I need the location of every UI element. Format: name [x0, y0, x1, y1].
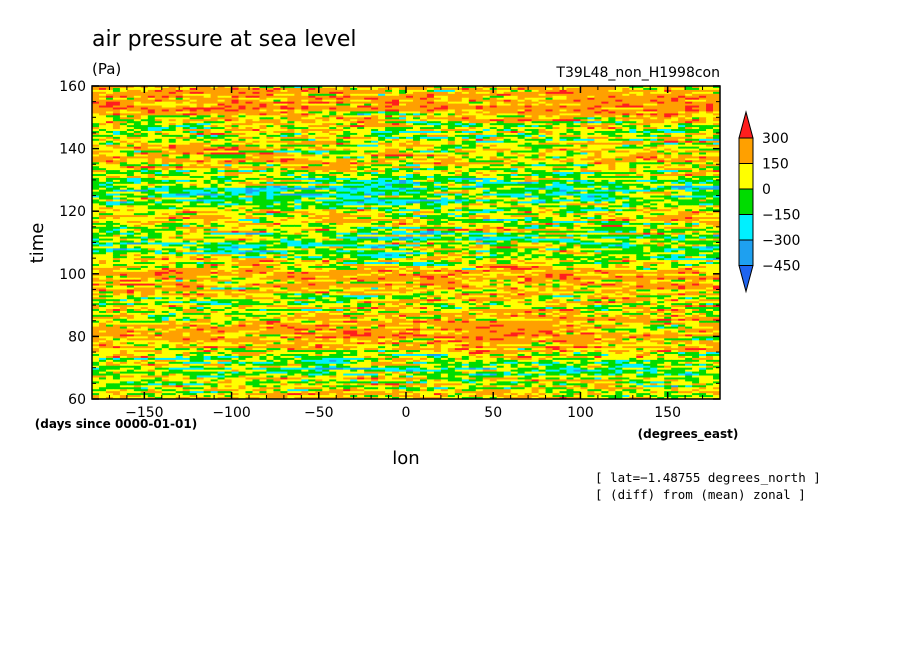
heatmap-field — [92, 86, 721, 399]
chart-title: air pressure at sea level — [92, 27, 357, 52]
units-label: (Pa) — [92, 60, 121, 78]
run-label: T39L48_non_H1998con — [555, 65, 720, 81]
